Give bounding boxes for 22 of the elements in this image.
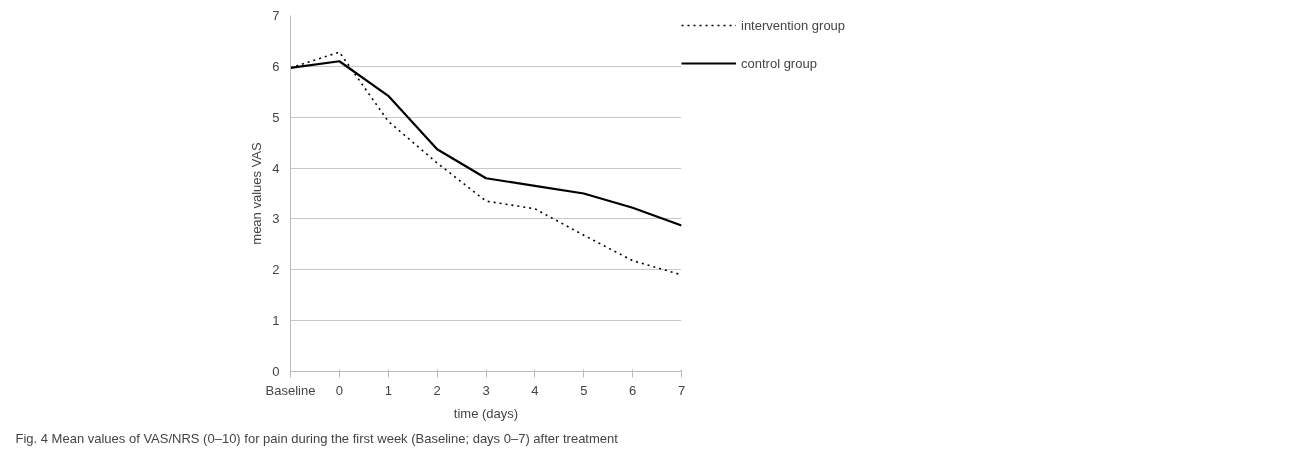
y-axis-title: mean values VAS	[249, 141, 265, 245]
x-tick-label: 7	[677, 382, 686, 398]
x-tick-label: 0	[335, 382, 343, 398]
x-tick-label: 3	[482, 382, 490, 398]
x-tick-label: 2	[433, 382, 441, 398]
legend-label: control group	[741, 55, 817, 71]
x-tick-label: Baseline	[265, 382, 316, 398]
y-tick-label: 3	[272, 211, 280, 227]
y-tick-label: 1	[272, 313, 280, 329]
y-tick-label: 2	[272, 262, 280, 278]
y-tick-label: 0	[272, 364, 280, 379]
caption: Fig. 4 Mean values of VAS/NRS (0–10) for pain during the first week (Baseline; days 0–7) after treatment	[15, 430, 619, 446]
y-tick-label: 6	[272, 58, 280, 74]
x-tick-label: 4	[531, 382, 539, 398]
x-axis-title: time (days)	[453, 405, 519, 421]
y-tick-label: 5	[272, 109, 280, 125]
y-tick-label: 4	[272, 160, 280, 176]
y-tick-label: 7	[272, 8, 280, 23]
x-tick-label: 6	[629, 382, 637, 398]
x-tick-label: 5	[580, 382, 588, 398]
legend-label: intervention group	[741, 17, 846, 33]
x-tick-label: 1	[384, 382, 392, 398]
